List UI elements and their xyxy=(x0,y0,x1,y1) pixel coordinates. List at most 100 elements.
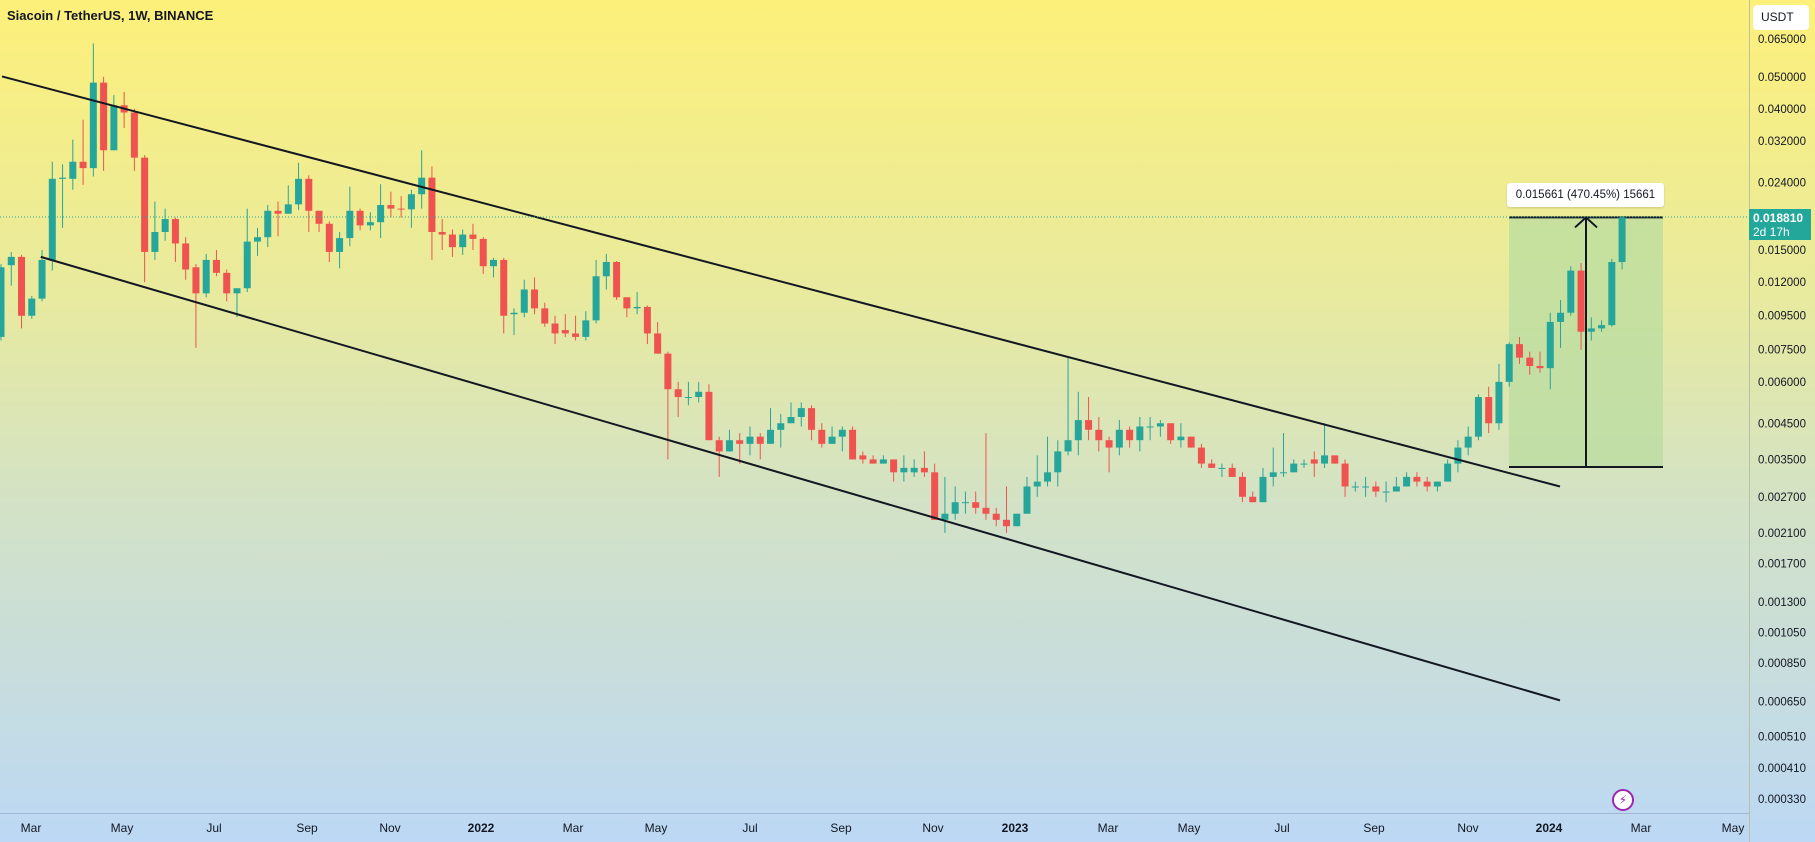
candle-body xyxy=(1126,429,1134,441)
candle-body xyxy=(28,298,36,316)
time-tick-label: Sep xyxy=(296,821,318,835)
candle-up xyxy=(1362,476,1370,497)
candle-down xyxy=(572,315,580,341)
candle-body xyxy=(695,391,703,398)
candle-body xyxy=(438,231,446,235)
lightning-bolt-icon[interactable]: ⚡︎ xyxy=(1612,789,1634,811)
candle-up xyxy=(1218,463,1226,477)
time-tick-label: Sep xyxy=(1363,821,1385,835)
candle-body xyxy=(223,272,231,294)
candle-up xyxy=(633,292,641,315)
candle-body xyxy=(1392,486,1400,492)
price-tick-label: 0.002100 xyxy=(1758,528,1806,540)
candle-up xyxy=(1054,440,1062,487)
candle-body xyxy=(1023,486,1031,514)
candle-body xyxy=(1464,436,1472,448)
currency-button[interactable]: USDT xyxy=(1753,5,1809,30)
candle-body xyxy=(572,333,580,337)
candle-body xyxy=(212,259,220,273)
candle-body xyxy=(1044,472,1052,482)
candle-up xyxy=(725,429,733,452)
candle-body xyxy=(777,423,785,430)
candle-up xyxy=(879,455,887,464)
candle-body xyxy=(541,308,549,324)
candle-body xyxy=(1002,519,1010,527)
candle-body xyxy=(48,178,56,260)
candle-up xyxy=(28,295,36,319)
trendlines[interactable] xyxy=(1,75,1561,702)
candle-down xyxy=(130,108,138,171)
candle-down xyxy=(438,219,446,251)
candle-body xyxy=(1187,436,1195,448)
candle-up xyxy=(746,426,754,456)
candle-body xyxy=(746,436,754,444)
candle-up xyxy=(582,311,590,341)
last-price-value: 0.018810 xyxy=(1753,211,1804,225)
candle-down xyxy=(1249,491,1257,503)
candle-body xyxy=(489,259,497,267)
candle-up xyxy=(1177,423,1185,448)
price-tick-label: 0.004500 xyxy=(1758,418,1806,430)
upper-channel-line[interactable] xyxy=(1,75,1561,488)
candle-body xyxy=(972,502,980,508)
candle-down xyxy=(654,321,662,354)
candle-up xyxy=(59,164,67,228)
price-tick-label: 0.040000 xyxy=(1758,104,1806,116)
candle-down xyxy=(141,155,149,283)
candle-body xyxy=(141,157,149,252)
candle-body xyxy=(1618,217,1626,263)
candle-up xyxy=(592,259,600,324)
candle-down xyxy=(561,314,569,337)
candle-body xyxy=(1423,481,1431,487)
candle-body xyxy=(325,223,333,252)
candle-body xyxy=(295,178,303,205)
candle-body xyxy=(1413,476,1421,482)
candle-body xyxy=(1300,463,1308,465)
candle-body xyxy=(1208,463,1216,468)
candle-body xyxy=(479,238,487,267)
candle-body xyxy=(931,472,939,520)
candle-down xyxy=(756,433,764,460)
candle-body xyxy=(582,320,590,337)
candle-body xyxy=(500,259,508,316)
candle-up xyxy=(377,184,385,239)
candle-up xyxy=(295,162,303,211)
candle-up xyxy=(1618,215,1626,270)
candle-down xyxy=(531,277,539,315)
candle-down xyxy=(223,269,231,302)
candle-body xyxy=(1587,328,1595,332)
candle-up xyxy=(1464,426,1472,456)
candle-up xyxy=(838,426,846,452)
candle-down xyxy=(79,119,87,185)
candle-down xyxy=(1536,351,1544,373)
candle-body xyxy=(0,267,5,337)
candle-body xyxy=(613,262,621,298)
candle-up xyxy=(510,308,518,336)
candle-up xyxy=(202,253,210,298)
candle-up xyxy=(418,150,426,209)
arrow-up-icon xyxy=(1574,216,1598,229)
candle-body xyxy=(1362,486,1370,488)
candle-body xyxy=(1033,481,1041,487)
candle-down xyxy=(613,260,621,300)
time-axis[interactable]: Mar May Jul Sep Nov 2022 Mar May Jul Sep Nov 2023 Ma… xyxy=(21,821,1745,835)
lower-channel-line[interactable] xyxy=(40,255,1561,702)
candle-up xyxy=(1598,320,1606,332)
candle-up xyxy=(1280,433,1287,477)
candle-body xyxy=(1064,440,1072,452)
measure-label: 0.015661 (470.45%) 15661 xyxy=(1507,183,1664,207)
candle-body xyxy=(828,436,836,444)
candle-down xyxy=(992,507,1000,527)
candle-down xyxy=(674,381,682,418)
time-tick-label: May xyxy=(1722,821,1745,835)
candle-up xyxy=(520,279,528,318)
candle-body xyxy=(643,306,651,334)
time-tick-label: Mar xyxy=(1098,821,1119,835)
price-axis[interactable]: 0.065000 0.050000 0.040000 0.032000 0.024000… xyxy=(1758,34,1806,806)
candle-down xyxy=(1095,417,1103,452)
candle-body xyxy=(377,205,385,223)
measure-tool[interactable] xyxy=(1509,216,1663,469)
candle-body xyxy=(1567,270,1575,313)
candle-body xyxy=(674,389,682,398)
